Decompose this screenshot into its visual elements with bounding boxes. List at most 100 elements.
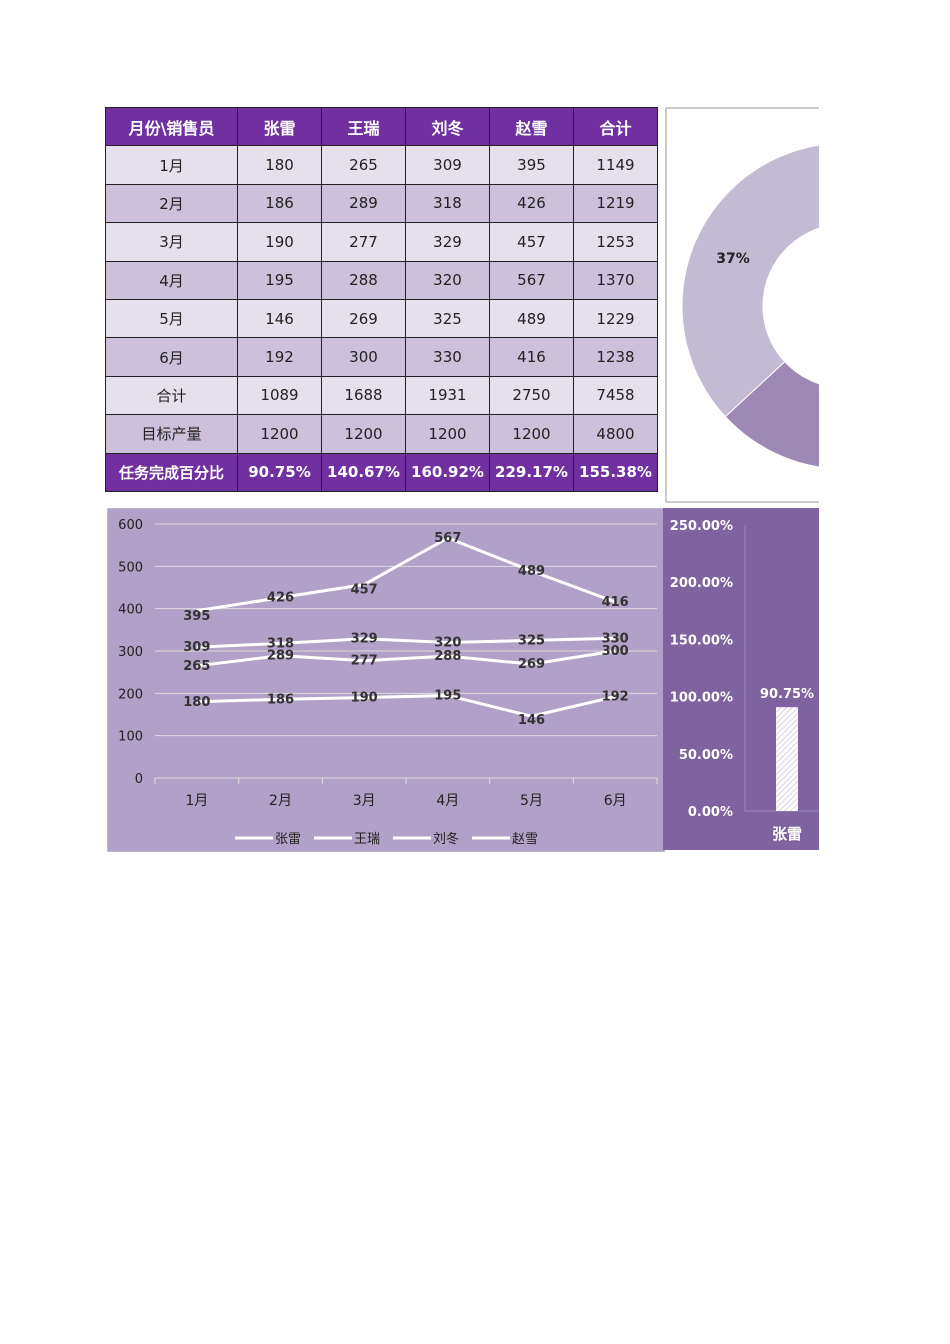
- bar-张雷: [776, 707, 798, 811]
- data-label: 416: [602, 595, 629, 610]
- table-cell: 288: [321, 260, 406, 300]
- row-label: 5月: [105, 298, 238, 339]
- table-cell: 277: [321, 222, 406, 262]
- table-cell: 155.38%: [573, 452, 658, 492]
- table-cell: 刘冬: [405, 106, 490, 147]
- table-cell: 160.92%: [405, 452, 490, 492]
- y-tick-label: 100: [118, 730, 143, 745]
- table-cell: 1089: [237, 375, 322, 416]
- table-cell: 186: [237, 183, 322, 224]
- table-row: 合计 1089 1688 1931 2750 7458: [105, 375, 658, 416]
- percent-row: 任务完成百分比 90.75% 140.67% 160.92% 229.17% 155.38…: [105, 452, 658, 492]
- row-label: 月份\销售员: [105, 106, 238, 147]
- legend-label-赵雪: 赵雪: [512, 832, 538, 847]
- table-cell: 4800: [573, 414, 658, 454]
- table-cell: 1688: [321, 375, 406, 416]
- x-tick-label: 6月: [604, 793, 627, 809]
- legend-label-张雷: 张雷: [275, 832, 301, 847]
- sales-table: 月份\销售员 张雷 王瑞 刘冬 赵雪 合计 1月 180 265 309 395 1149 2月 186 2…: [105, 106, 658, 492]
- y-tick-label: 150.00%: [670, 633, 733, 648]
- table-row: 4月 195 288 320 567 1370: [105, 260, 658, 300]
- data-label: 186: [267, 692, 294, 707]
- table-cell: 330: [405, 337, 490, 377]
- line-chart-bg: [107, 508, 665, 852]
- y-tick-label: 0: [135, 772, 143, 787]
- table-cell: 90.75%: [237, 452, 322, 492]
- table-cell: 426: [489, 183, 574, 224]
- table-cell: 140.67%: [321, 452, 406, 492]
- data-label: 269: [518, 657, 545, 672]
- y-tick-label: 200: [118, 687, 143, 702]
- table-cell: 318: [405, 183, 490, 224]
- table-cell: 269: [321, 298, 406, 339]
- table-cell: 195: [237, 260, 322, 300]
- table-cell: 300: [321, 337, 406, 377]
- data-label: 146: [518, 713, 545, 728]
- series-line-张雷: [196, 693, 616, 718]
- x-tick-label: 2月: [269, 793, 292, 809]
- table-row: 1月 180 265 309 395 1149: [105, 145, 658, 185]
- y-tick-label: 50.00%: [679, 748, 733, 763]
- y-tick-label: 0.00%: [688, 805, 733, 820]
- x-tick-label: 5月: [520, 793, 543, 809]
- table-cell: 1149: [573, 145, 658, 185]
- table-cell: 192: [237, 337, 322, 377]
- data-label: 190: [351, 691, 378, 706]
- legend-label-刘冬: 刘冬: [433, 831, 459, 847]
- row-label: 目标产量: [105, 414, 238, 454]
- table-cell: 180: [237, 145, 322, 185]
- data-label: 320: [434, 636, 461, 651]
- table-cell: 王瑞: [321, 106, 406, 147]
- y-tick-label: 100.00%: [670, 691, 733, 706]
- data-label: 395: [183, 609, 210, 624]
- row-label: 2月: [105, 183, 238, 224]
- table-cell: 张雷: [237, 106, 322, 147]
- table-cell: 265: [321, 145, 406, 185]
- table-cell: 489: [489, 298, 574, 339]
- data-label: 309: [183, 640, 210, 655]
- donut-label: 37%: [716, 251, 750, 267]
- y-tick-label: 250.00%: [670, 519, 733, 534]
- table-cell: 416: [489, 337, 574, 377]
- data-label: 426: [267, 591, 294, 606]
- donut-chart: 37%: [665, 107, 819, 503]
- data-label: 192: [602, 690, 629, 705]
- table-row: 3月 190 277 329 457 1253: [105, 222, 658, 262]
- series-line-王瑞: [196, 649, 616, 668]
- table-cell: 1238: [573, 337, 658, 377]
- donut-slice-赵雪: [681, 144, 819, 418]
- table-cell: 320: [405, 260, 490, 300]
- table-cell: 289: [321, 183, 406, 224]
- data-label: 195: [434, 688, 461, 703]
- table-cell: 1200: [237, 414, 322, 454]
- data-label: 325: [518, 633, 545, 648]
- row-label: 任务完成百分比: [105, 452, 238, 492]
- table-row: 5月 146 269 325 489 1229: [105, 298, 658, 339]
- bar-value-label: 90.75%: [760, 687, 814, 702]
- table-cell: 309: [405, 145, 490, 185]
- table-cell: 赵雪: [489, 106, 574, 147]
- data-label: 318: [267, 636, 294, 651]
- row-label: 4月: [105, 260, 238, 300]
- series-line-赵雪: [196, 536, 616, 613]
- series-line-刘冬: [196, 636, 616, 649]
- table-cell: 1219: [573, 183, 658, 224]
- donut-slice-刘冬: [724, 360, 819, 468]
- data-label: 288: [434, 649, 461, 664]
- data-label: 300: [602, 644, 629, 659]
- data-label: 567: [434, 531, 461, 546]
- x-tick-label: 1月: [185, 793, 208, 809]
- table-cell: 567: [489, 260, 574, 300]
- table-cell: 457: [489, 222, 574, 262]
- y-tick-label: 400: [118, 603, 143, 618]
- table-row: 目标产量 1200 1200 1200 1200 4800: [105, 414, 658, 454]
- table-cell: 329: [405, 222, 490, 262]
- y-tick-label: 600: [118, 518, 143, 533]
- row-label: 3月: [105, 222, 238, 262]
- table-cell: 325: [405, 298, 490, 339]
- data-label: 180: [183, 695, 210, 710]
- data-label: 289: [267, 649, 294, 664]
- data-label: 277: [351, 654, 378, 669]
- row-label: 合计: [105, 375, 238, 416]
- legend-label-王瑞: 王瑞: [354, 832, 380, 847]
